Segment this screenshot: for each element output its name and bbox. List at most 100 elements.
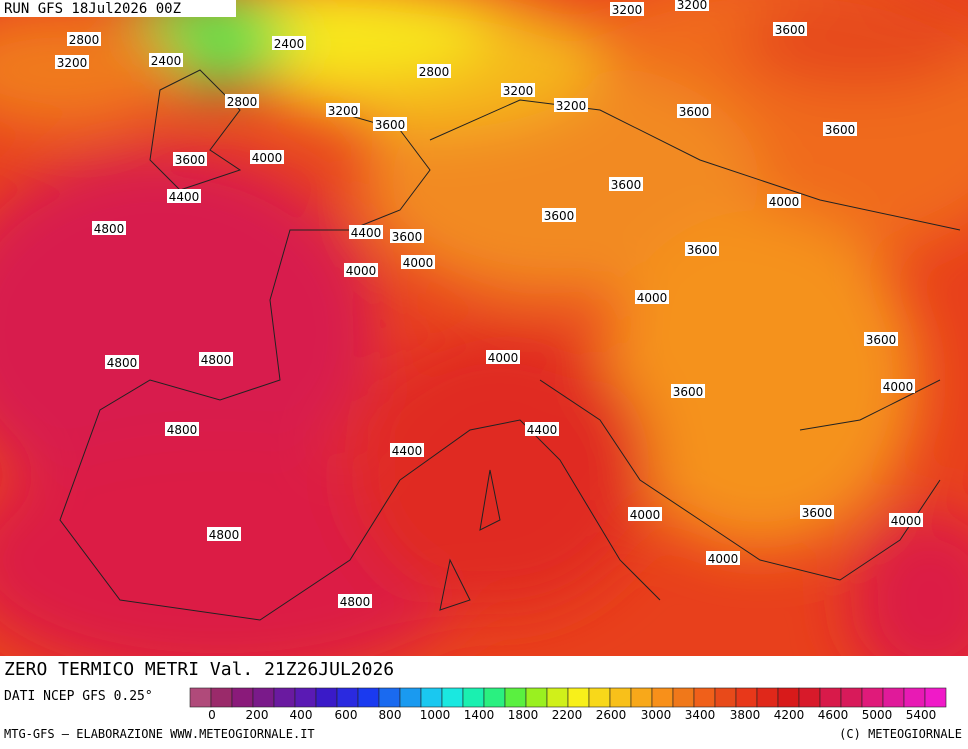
contour-label-bg [767,194,801,208]
scale-label: 1400 [464,708,495,722]
contour-label: 4400 [169,190,200,204]
contour-label: 4800 [201,353,232,367]
scale-swatch [231,687,254,708]
coastlines [59,69,961,621]
copyright: (C) METEOGIORNALE [839,727,962,741]
contour-label-bg [349,225,383,239]
scale-swatch [672,687,695,708]
scale-swatch [273,687,296,708]
contour-label: 4000 [708,552,739,566]
scale-swatch [924,687,947,708]
scale-swatch [777,687,800,708]
contour-label-bg [67,32,101,46]
contour-label-bg [326,103,360,117]
contour-label-bg [272,36,306,50]
contour-label: 3600 [375,118,406,132]
run-label: RUN GFS 18Jul2026 00Z [4,1,181,17]
contour-label: 3600 [802,506,833,520]
contour-label: 4800 [94,222,125,236]
contour-label: 4000 [637,291,668,305]
contour-label: 4000 [252,151,283,165]
scale-label: 5000 [862,708,893,722]
contour-label: 3200 [612,3,643,17]
contour-label: 2800 [69,33,100,47]
scale-swatch [609,687,632,708]
contour-label-bg [173,152,207,166]
scale-swatch [210,687,233,708]
scale-label: 5400 [906,708,937,722]
contour-label-bg [635,290,669,304]
scale-swatch [378,687,401,708]
contour-label: 4800 [209,528,240,542]
contour-label-bg [525,422,559,436]
scale-label: 200 [246,708,269,722]
contour-label-bg [864,332,898,346]
scale-swatch [462,687,485,708]
contour-label: 4000 [403,256,434,270]
scale-swatch [567,687,590,708]
contour-label-bg [486,350,520,364]
scale-swatch [252,687,275,708]
contour-label-bg [501,83,535,97]
contour-label: 3200 [677,0,708,12]
contour-label: 3600 [673,385,704,399]
scale-swatch [756,687,779,708]
contour-label-bg [685,242,719,256]
contour-label-bg [823,122,857,136]
contour-label: 4000 [883,380,914,394]
contour-label: 3600 [392,230,423,244]
scale-label: 3800 [730,708,761,722]
contour-label-bg [609,177,643,191]
contour-label: 3600 [775,23,806,37]
contour-label: 3600 [866,333,897,347]
scale-label: 3400 [685,708,716,722]
scale-swatch [483,687,506,708]
contour-label: 4400 [527,423,558,437]
scale-swatch [546,687,569,708]
contour-label-bg [390,229,424,243]
scale-label: 4200 [774,708,805,722]
scale-swatch [651,687,674,708]
scale-swatch [420,687,443,708]
contour-label-bg [889,513,923,527]
scale-swatch [819,687,842,708]
scale-swatch [315,687,338,708]
contour-label-bg [773,22,807,36]
contour-label: 4800 [107,356,138,370]
contour-label: 4800 [340,595,371,609]
contour-label-bg [390,443,424,457]
scale-swatch [798,687,821,708]
contour-label-bg [675,0,709,11]
contour-label-bg [92,221,126,235]
scale-swatch [735,687,758,708]
scale-swatch [630,687,653,708]
scale-swatch [861,687,884,708]
contour-label: 3600 [611,178,642,192]
scale-swatch [357,687,380,708]
contour-label: 4000 [630,508,661,522]
map-title: ZERO TERMICO METRI Val. 21Z26JUL2026 [4,659,394,680]
source: DATI NCEP GFS 0.25° [4,689,153,704]
scale-swatch [903,687,926,708]
contour-label-bg [554,98,588,112]
contour-label-bg [610,2,644,16]
contour-label-bg [207,527,241,541]
contour-label: 4000 [769,195,800,209]
scale-swatch [525,687,548,708]
contour-label: 3200 [556,99,587,113]
contour-label-bg [344,263,378,277]
contour-label: 4000 [891,514,922,528]
scale-label: 1000 [420,708,451,722]
scale-swatch [882,687,905,708]
contour-label-bg [167,189,201,203]
contour-label: 4800 [167,423,198,437]
scale-label: 600 [335,708,358,722]
field [0,0,968,684]
contour-label-bg [165,422,199,436]
contour-label: 3600 [679,105,710,119]
scale-swatch [840,687,863,708]
contour-label: 3600 [175,153,206,167]
contour-label-bg [149,53,183,67]
contour-label: 3600 [687,243,718,257]
